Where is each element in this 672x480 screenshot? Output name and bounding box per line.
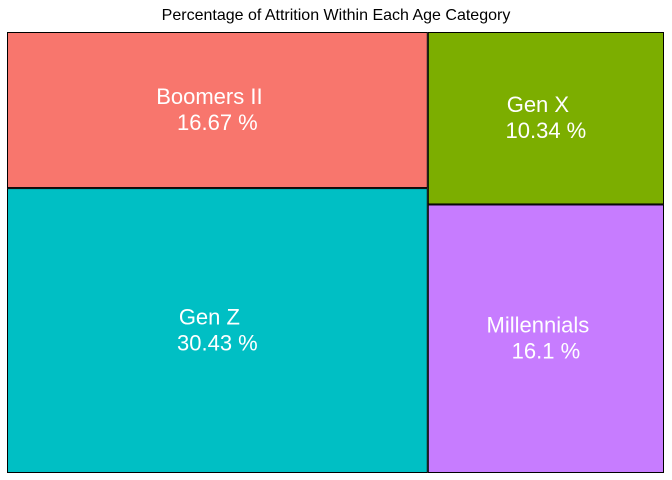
tile-value-gen-x: 10.34 %: [506, 118, 587, 143]
tile-value-gen-z: 30.43 %: [177, 331, 258, 356]
tile-name-boomers-ii: Boomers II: [156, 84, 262, 109]
tile-name-millennials: Millennials: [487, 313, 590, 338]
tile-rect-boomers-ii: [7, 32, 428, 189]
tile-value-boomers-ii: 16.67 %: [177, 110, 258, 135]
chart-title: Percentage of Attrition Within Each Age …: [161, 7, 511, 24]
tile-rect-gen-z: [7, 188, 428, 473]
tile-rect-millennials: [427, 204, 664, 473]
tile-gen-z: Gen Z30.43 %: [7, 188, 428, 473]
tile-value-millennials: 16.1 %: [512, 339, 581, 364]
tile-name-gen-x: Gen X: [507, 92, 570, 117]
tile-name-gen-z: Gen Z: [179, 305, 240, 330]
tile-rect-gen-x: [427, 32, 664, 205]
tile-gen-x: Gen X10.34 %: [427, 32, 664, 205]
